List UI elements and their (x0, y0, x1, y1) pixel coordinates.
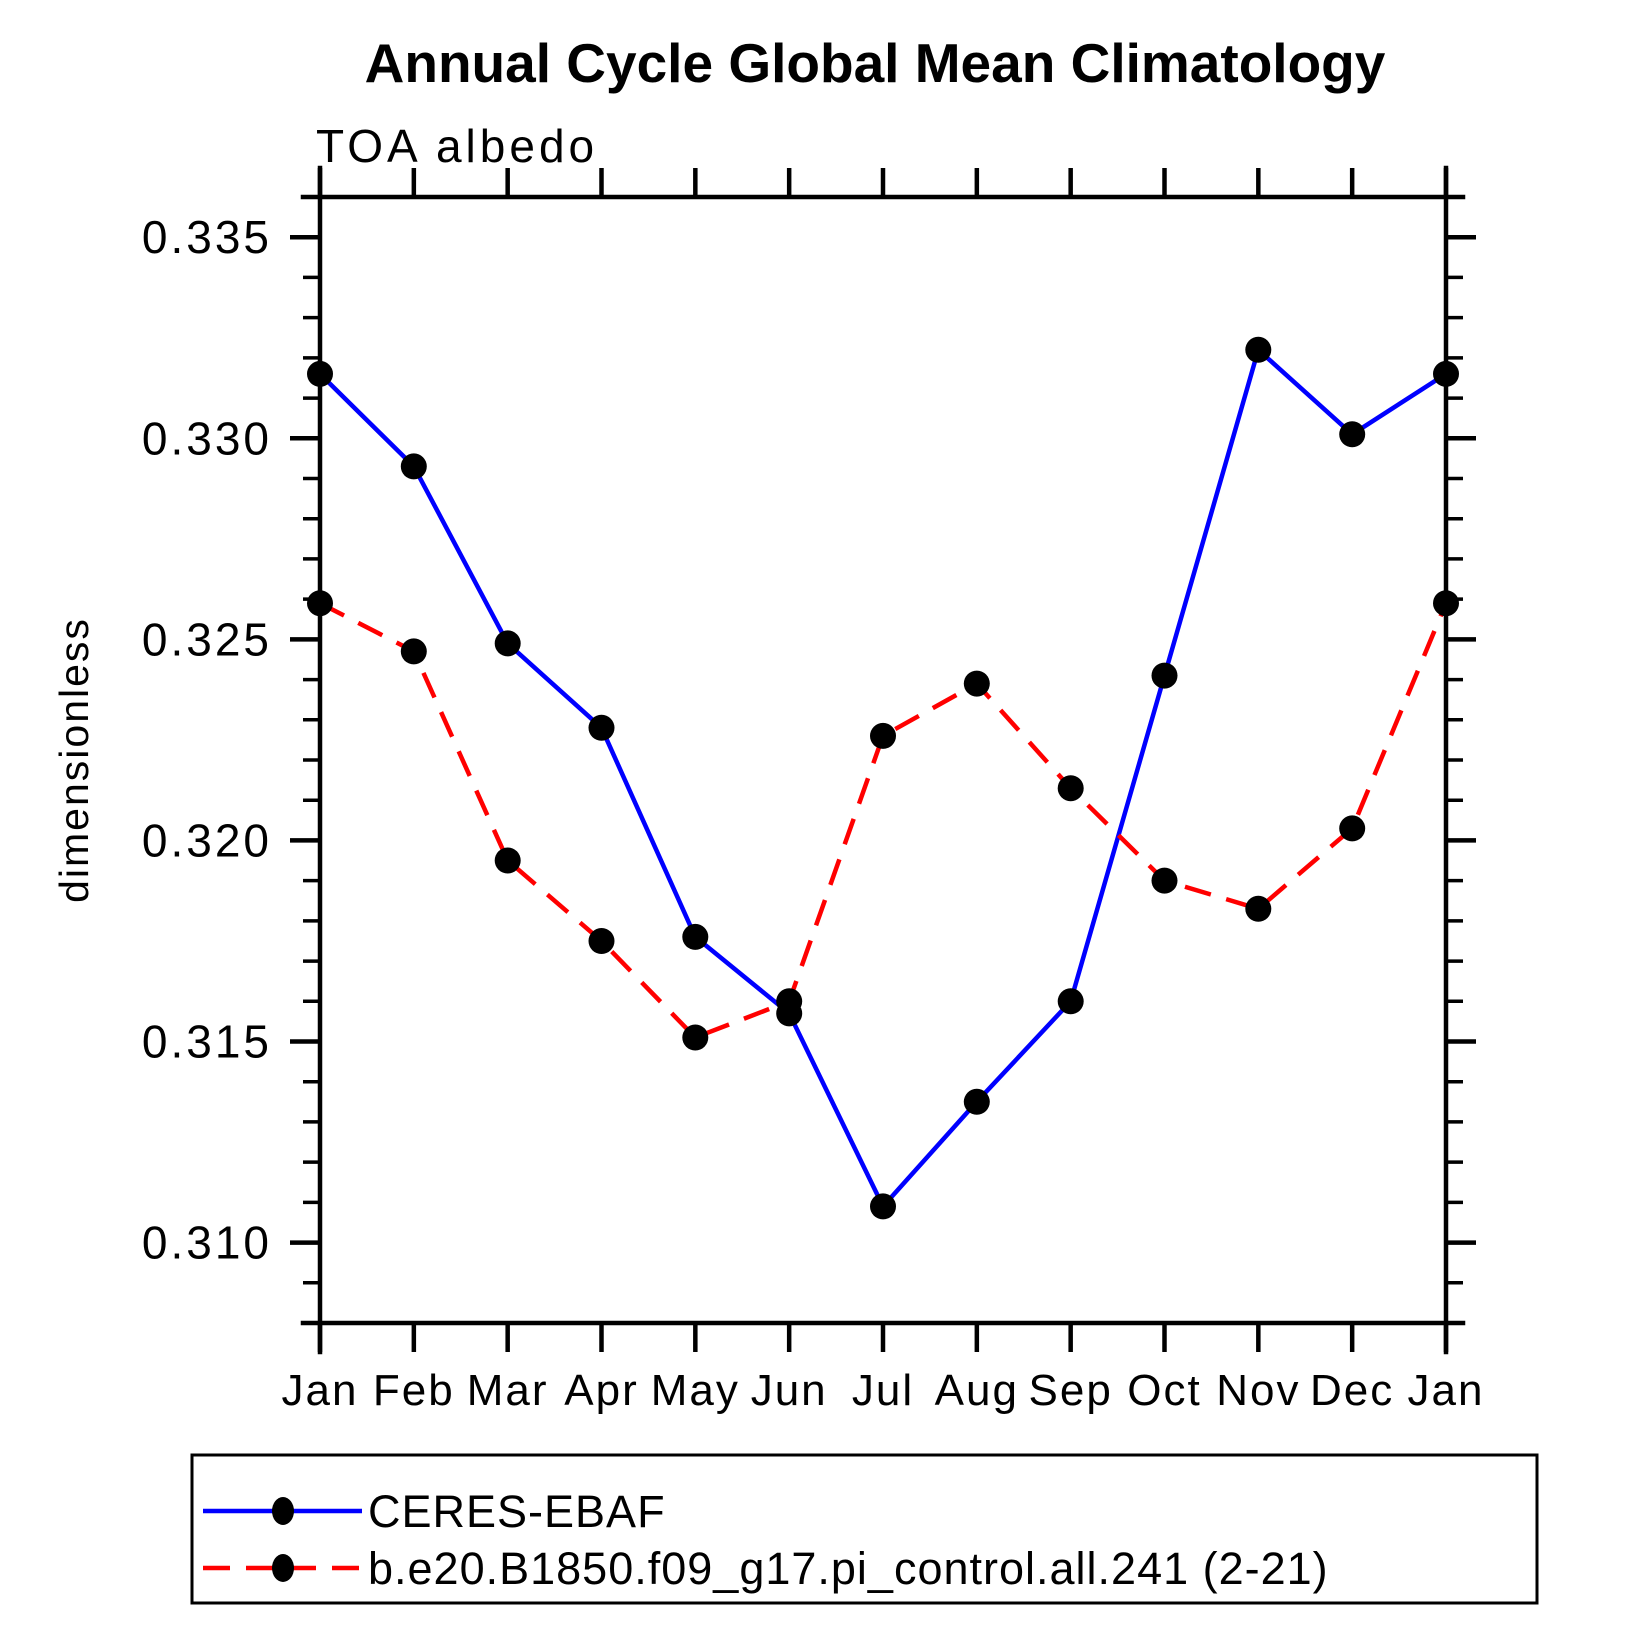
data-point-marker (963, 1088, 990, 1115)
data-point-marker (1433, 590, 1459, 617)
series-line-1 (318, 601, 1449, 1040)
data-point-marker (870, 1193, 896, 1220)
y-axis-tick-label: 0.330 (142, 412, 272, 464)
legend-box (190, 1453, 1539, 1605)
data-point-marker (870, 722, 896, 749)
data-point-marker (307, 360, 333, 387)
x-axis-tick-labels: Jan Feb Mar Apr May Jun Jul Aug Sep Oct Nov Dec Jan (282, 1366, 1485, 1415)
data-point-marker (682, 1024, 709, 1051)
x-axis-tick-label: Jan (282, 1366, 359, 1415)
x-axis-ticks (317, 168, 1449, 1352)
y-axis-tick-label: 0.325 (142, 613, 272, 665)
x-axis-tick-label: Feb (373, 1366, 455, 1415)
data-point-marker (494, 847, 521, 874)
y-axis-tick-label: 0.310 (142, 1217, 272, 1269)
series-lines (318, 347, 1449, 1209)
legend-marker-observation (272, 1497, 294, 1525)
data-point-marker (1151, 867, 1178, 894)
x-axis-tick-label: Apr (564, 1366, 638, 1415)
y-axis-tick-label: 0.320 (142, 814, 272, 866)
data-point-marker (588, 714, 615, 741)
data-point-marker (1339, 815, 1366, 842)
legend: CERES-EBAF b.e20.B1850.f09_g17.pi_contro… (190, 1453, 1539, 1605)
legend-marker-model (272, 1554, 294, 1582)
x-axis-tick-label: Jan (1408, 1366, 1485, 1415)
data-point-marker (1151, 662, 1178, 689)
legend-label-model: b.e20.B1850.f09_g17.pi_control.all.241 (… (368, 1543, 1329, 1594)
data-point-marker (963, 670, 990, 697)
series-line-0 (318, 347, 1448, 1209)
x-axis-tick-label: Sep (1029, 1366, 1113, 1415)
x-axis-tick-label: Oct (1127, 1366, 1201, 1415)
data-point-marker (1245, 336, 1272, 363)
data-point-marker (776, 988, 803, 1015)
y-axis-label: dimensionless (51, 617, 97, 903)
data-point-markers (307, 336, 1459, 1220)
x-axis-tick-label: Nov (1216, 1366, 1300, 1415)
data-point-marker (1057, 988, 1084, 1015)
data-point-marker (494, 630, 521, 657)
legend-label-observation: CERES-EBAF (368, 1486, 666, 1537)
data-point-marker (1057, 775, 1084, 802)
x-axis-tick-label: Aug (935, 1366, 1019, 1415)
data-point-marker (307, 590, 333, 617)
data-point-marker (1339, 421, 1366, 448)
y-axis-ticks (290, 234, 1476, 1285)
data-point-marker (682, 923, 709, 950)
data-point-marker (400, 453, 427, 480)
data-point-marker (588, 928, 615, 954)
chart-subtitle: TOA albedo (316, 120, 598, 172)
x-axis-tick-label: Jun (751, 1366, 828, 1415)
x-axis-tick-label: Mar (467, 1366, 549, 1415)
y-axis-tick-label: 0.335 (142, 211, 272, 263)
data-point-marker (400, 638, 427, 665)
axes-frame (300, 165, 1466, 1355)
data-point-marker (1433, 360, 1459, 387)
y-axis-tick-labels: 0.310 0.315 0.320 0.325 0.330 0.335 (142, 211, 272, 1269)
x-axis-tick-label: Jul (852, 1366, 914, 1415)
x-axis-tick-label: May (651, 1366, 740, 1415)
x-axis-tick-label: Dec (1310, 1366, 1394, 1415)
data-point-marker (1245, 895, 1272, 922)
chart-title: Annual Cycle Global Mean Climatology (365, 32, 1386, 94)
y-axis-tick-label: 0.315 (142, 1016, 272, 1068)
